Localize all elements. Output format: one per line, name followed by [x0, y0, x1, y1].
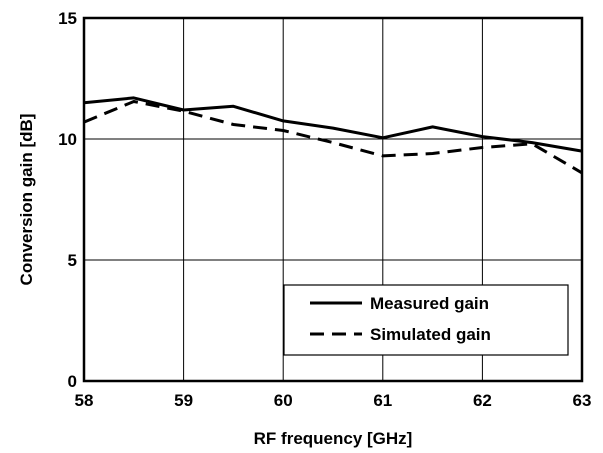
x-axis-label: RF frequency [GHz]	[254, 429, 413, 448]
y-tick-label: 5	[68, 251, 77, 270]
y-tick-label: 15	[58, 9, 77, 28]
x-tick-label: 61	[373, 391, 392, 410]
series-line-simulated-gain	[83, 100, 583, 175]
legend-box	[283, 284, 569, 356]
x-tick-label: 58	[75, 391, 94, 410]
plot-frame	[82, 16, 584, 383]
legend-label-measured-gain: Measured gain	[370, 294, 489, 313]
y-axis-label: Conversion gain [dB]	[17, 114, 36, 286]
x-tick-label: 60	[274, 391, 293, 410]
legend-label-simulated-gain: Simulated gain	[370, 325, 491, 344]
series-lines	[83, 96, 583, 175]
series-line-measured-gain	[83, 96, 583, 153]
legend: Measured gain Simulated gain	[283, 284, 569, 356]
x-tick-label: 59	[174, 391, 193, 410]
x-tick-label: 62	[473, 391, 492, 410]
tick-labels: 58 59 60 61 62 63 0 5 10 15	[58, 9, 591, 410]
y-tick-label: 10	[58, 130, 77, 149]
x-tick-label: 63	[573, 391, 592, 410]
y-tick-label: 0	[68, 372, 77, 391]
